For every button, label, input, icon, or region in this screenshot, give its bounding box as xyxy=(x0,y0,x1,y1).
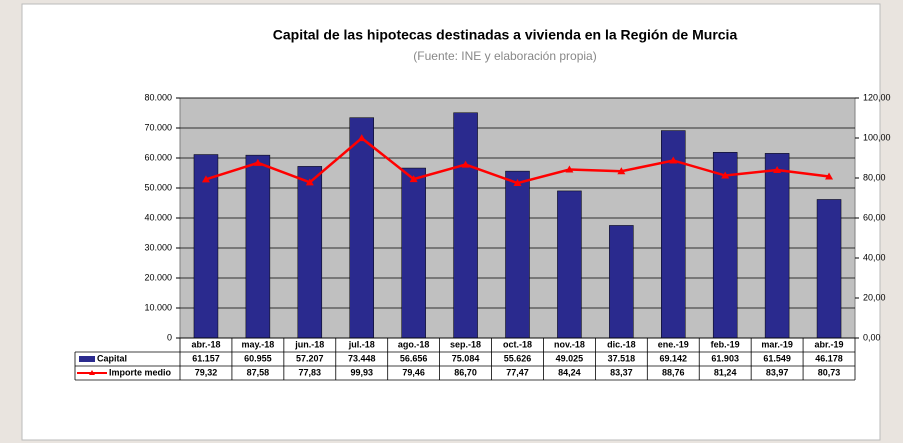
table-value: 61.157 xyxy=(192,353,220,363)
y2-tick-label: 120,00 xyxy=(863,92,891,102)
x-tick-label: abr.-19 xyxy=(815,339,844,349)
line-marker xyxy=(201,175,210,183)
table-value: 37.518 xyxy=(608,353,636,363)
table-value: 75.084 xyxy=(452,353,480,363)
y-tick-label: 20.000 xyxy=(144,272,172,282)
line-marker xyxy=(253,158,262,166)
bar xyxy=(816,199,842,339)
legend-label: Capital xyxy=(97,353,127,363)
chart-subtitle: (Fuente: INE y elaboración propia) xyxy=(413,49,596,63)
bar xyxy=(349,117,374,339)
y2-tick-label: 60,00 xyxy=(863,212,886,222)
line-marker xyxy=(825,172,834,180)
x-tick-label: dic.-18 xyxy=(607,339,636,349)
line-marker xyxy=(773,166,782,174)
legend-label: Importe medio xyxy=(109,367,172,377)
line-marker xyxy=(357,134,366,142)
y-tick-label: 50.000 xyxy=(144,182,172,192)
line-marker xyxy=(669,156,678,164)
table-value: 73.448 xyxy=(348,353,376,363)
table-value: 87,58 xyxy=(247,367,270,377)
y2-tick-label: 40,00 xyxy=(863,252,886,262)
line-marker xyxy=(305,178,314,186)
table-value: 55.626 xyxy=(504,353,532,363)
y2-tick-label: 80,00 xyxy=(863,172,886,182)
line-marker xyxy=(721,171,730,179)
y-tick-label: 10.000 xyxy=(144,302,172,312)
bar xyxy=(609,225,634,339)
x-tick-label: ene.-19 xyxy=(658,339,689,349)
bar xyxy=(245,154,271,339)
bar xyxy=(712,152,738,339)
y-tick-label: 70.000 xyxy=(144,122,172,132)
table-value: 77,47 xyxy=(506,367,529,377)
y2-tick-label: 20,00 xyxy=(863,292,886,302)
bar xyxy=(505,170,530,339)
x-tick-label: jul.-18 xyxy=(348,339,375,349)
table-value: 77,83 xyxy=(299,367,322,377)
table-value: 60.955 xyxy=(244,353,272,363)
table-value: 57.207 xyxy=(296,353,324,363)
y2-tick-label: 100,00 xyxy=(863,132,891,142)
table-value: 80,73 xyxy=(818,367,841,377)
table-value: 99,93 xyxy=(350,367,373,377)
bar xyxy=(453,112,478,339)
table-value: 84,24 xyxy=(558,367,581,377)
y-tick-label: 60.000 xyxy=(144,152,172,162)
y-tick-label: 0 xyxy=(167,332,172,342)
table-value: 61.549 xyxy=(763,353,791,363)
x-tick-label: mar.-19 xyxy=(761,339,793,349)
table-value: 46.178 xyxy=(815,353,843,363)
bar xyxy=(297,166,323,339)
table-value: 69.142 xyxy=(660,353,688,363)
x-tick-label: nov.-18 xyxy=(554,339,585,349)
legend-swatch xyxy=(89,370,95,375)
table-value: 81,24 xyxy=(714,367,737,377)
bar xyxy=(401,167,426,339)
line-marker xyxy=(409,175,418,183)
table-value: 88,76 xyxy=(662,367,685,377)
table-value: 79,32 xyxy=(195,367,218,377)
line-marker xyxy=(461,160,470,168)
bar xyxy=(764,153,790,339)
x-tick-label: abr.-18 xyxy=(191,339,220,349)
table-value: 83,37 xyxy=(610,367,633,377)
table-value: 79,46 xyxy=(402,367,425,377)
chart-title: Capital de las hipotecas destinadas a vi… xyxy=(273,27,738,43)
table-value: 56.656 xyxy=(400,353,428,363)
line-marker xyxy=(617,167,626,175)
table-value: 86,70 xyxy=(454,367,477,377)
legend-swatch xyxy=(79,356,95,362)
x-tick-label: jun.-18 xyxy=(294,339,324,349)
x-tick-label: feb.-19 xyxy=(711,339,740,349)
bar xyxy=(661,130,686,339)
line-marker xyxy=(565,165,574,173)
bar xyxy=(557,190,582,339)
y2-tick-label: 0,00 xyxy=(863,332,881,342)
table-value: 83,97 xyxy=(766,367,789,377)
table-value: 61.903 xyxy=(711,353,739,363)
x-tick-label: ago.-18 xyxy=(398,339,430,349)
y-tick-label: 80.000 xyxy=(144,92,172,102)
x-tick-label: may.-18 xyxy=(241,339,274,349)
line-marker xyxy=(513,179,522,187)
y-tick-label: 30.000 xyxy=(144,242,172,252)
table-value: 49.025 xyxy=(556,353,584,363)
y-tick-label: 40.000 xyxy=(144,212,172,222)
x-tick-label: sep.-18 xyxy=(450,339,481,349)
x-tick-label: oct.-18 xyxy=(503,339,532,349)
